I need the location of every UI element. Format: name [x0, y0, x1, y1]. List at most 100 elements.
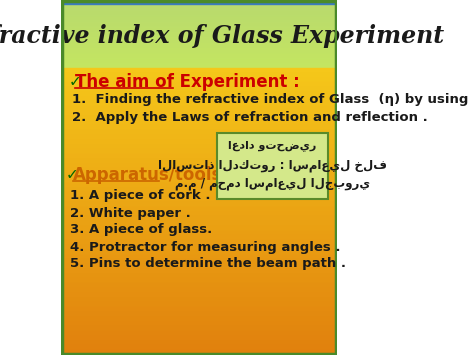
- Bar: [62, 283, 337, 288]
- Bar: [62, 60, 337, 61]
- Bar: [62, 10, 337, 12]
- Bar: [62, 293, 337, 297]
- Bar: [62, 164, 337, 169]
- Bar: [62, 183, 337, 187]
- Bar: [62, 5, 337, 7]
- Text: 1.  Finding the refractive index of Glass  (η) by using Block glass.: 1. Finding the refractive index of Glass…: [72, 93, 474, 106]
- Bar: [62, 97, 337, 102]
- Bar: [62, 61, 337, 63]
- Bar: [62, 350, 337, 355]
- Text: 2.  Apply the Laws of refraction and reflection .: 2. Apply the Laws of refraction and refl…: [72, 110, 428, 124]
- Bar: [62, 20, 337, 22]
- Bar: [62, 53, 337, 54]
- Bar: [62, 207, 337, 212]
- Bar: [62, 32, 337, 34]
- Bar: [62, 322, 337, 326]
- Bar: [62, 144, 337, 149]
- Bar: [62, 154, 337, 159]
- Bar: [62, 125, 337, 130]
- Bar: [62, 73, 337, 77]
- Bar: [62, 19, 337, 20]
- Bar: [62, 192, 337, 197]
- Bar: [62, 121, 337, 125]
- Bar: [62, 22, 337, 24]
- Text: 1. A piece of cork .: 1. A piece of cork .: [70, 190, 210, 202]
- Bar: [62, 312, 337, 317]
- Bar: [62, 66, 337, 68]
- Text: Apparatus/tools:: Apparatus/tools:: [73, 166, 229, 184]
- Bar: [62, 12, 337, 13]
- Text: اعداد وتحضير: اعداد وتحضير: [228, 141, 317, 152]
- Bar: [62, 65, 337, 66]
- Bar: [62, 288, 337, 293]
- Text: ✓: ✓: [68, 75, 81, 89]
- Bar: [62, 27, 337, 29]
- Bar: [62, 17, 337, 19]
- Text: 3. A piece of glass.: 3. A piece of glass.: [70, 224, 212, 236]
- Bar: [62, 44, 337, 46]
- Bar: [62, 48, 337, 49]
- Bar: [62, 116, 337, 121]
- Text: 2. White paper .: 2. White paper .: [70, 207, 191, 219]
- Bar: [62, 92, 337, 97]
- Bar: [62, 297, 337, 302]
- Bar: [62, 26, 337, 27]
- Bar: [62, 102, 337, 106]
- Bar: [62, 149, 337, 154]
- Bar: [62, 159, 337, 164]
- Bar: [62, 111, 337, 116]
- Bar: [62, 51, 337, 53]
- Text: 4. Protractor for measuring angles .: 4. Protractor for measuring angles .: [70, 240, 341, 253]
- Bar: [62, 231, 337, 235]
- Bar: [62, 274, 337, 278]
- Bar: [62, 255, 337, 260]
- Bar: [62, 345, 337, 350]
- Bar: [62, 264, 337, 269]
- Bar: [62, 226, 337, 231]
- Bar: [62, 31, 337, 32]
- Bar: [62, 13, 337, 15]
- Bar: [62, 250, 337, 255]
- Bar: [62, 178, 337, 183]
- Bar: [62, 29, 337, 31]
- Bar: [62, 2, 337, 4]
- Bar: [62, 336, 337, 341]
- Text: ✓: ✓: [66, 168, 79, 182]
- Bar: [62, 43, 337, 44]
- Bar: [62, 135, 337, 140]
- Text: 5. Pins to determine the beam path .: 5. Pins to determine the beam path .: [70, 257, 346, 271]
- Bar: [62, 77, 337, 82]
- Bar: [62, 278, 337, 283]
- Bar: [62, 49, 337, 51]
- Bar: [62, 9, 337, 10]
- FancyBboxPatch shape: [217, 133, 328, 199]
- Bar: [62, 173, 337, 178]
- Bar: [62, 240, 337, 245]
- Bar: [62, 197, 337, 202]
- Bar: [62, 54, 337, 56]
- Bar: [62, 0, 337, 2]
- Bar: [62, 260, 337, 264]
- Bar: [62, 317, 337, 322]
- Bar: [62, 130, 337, 135]
- Text: The aim of Experiment :: The aim of Experiment :: [75, 73, 300, 91]
- Bar: [62, 37, 337, 39]
- Bar: [62, 106, 337, 111]
- Bar: [62, 216, 337, 221]
- Text: الاستاذ الدكتور : اسماعيل خلف: الاستاذ الدكتور : اسماعيل خلف: [158, 158, 387, 171]
- Bar: [62, 82, 337, 87]
- Bar: [62, 56, 337, 58]
- Text: م.م / محمد اسماعيل الجبوري: م.م / محمد اسماعيل الجبوري: [175, 178, 370, 191]
- Bar: [62, 87, 337, 92]
- Bar: [62, 245, 337, 250]
- Bar: [62, 63, 337, 65]
- Bar: [62, 34, 337, 36]
- Bar: [62, 68, 337, 73]
- Text: Refractive index of Glass Experiment: Refractive index of Glass Experiment: [0, 24, 444, 48]
- Bar: [62, 187, 337, 192]
- Bar: [62, 41, 337, 43]
- Bar: [62, 269, 337, 274]
- Bar: [62, 36, 337, 37]
- Bar: [62, 46, 337, 48]
- Bar: [62, 302, 337, 307]
